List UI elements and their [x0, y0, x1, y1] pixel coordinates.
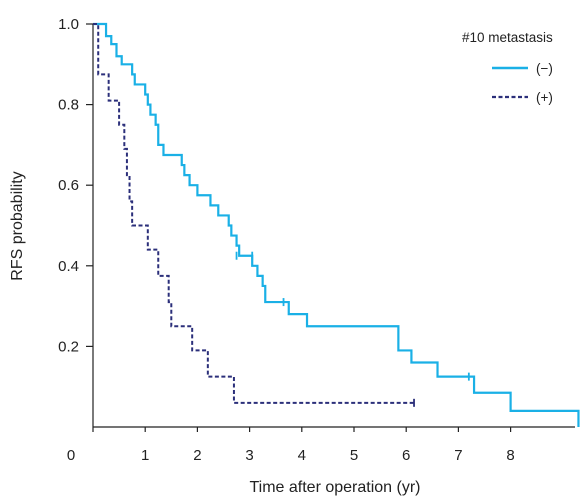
y-axis-title: RFS probability [9, 171, 26, 280]
y-tick-label: 1.0 [58, 16, 79, 33]
legend-label-positive: (+) [536, 90, 553, 105]
x-tick-label: 5 [350, 447, 358, 464]
legend-label-negative: (−) [536, 61, 553, 76]
x-axis-title: Time after operation (yr) [249, 479, 420, 496]
y-tick-label: 0.8 [58, 97, 79, 114]
curve-negative [93, 22, 580, 427]
x-tick-label: 6 [402, 447, 410, 464]
x-tick-label: 7 [454, 447, 462, 464]
legend-title: #10 metastasis [462, 30, 553, 45]
axes [92, 24, 575, 428]
x-tick-label: 1 [141, 447, 149, 464]
y-tick-label: 0.4 [58, 258, 79, 275]
y-tick-group: 0.2 0.4 0.6 0.8 1.0 [58, 16, 93, 355]
y-tick-label: 0.2 [58, 338, 79, 355]
x-tick-group: 0 1 2 3 4 5 6 7 8 [67, 427, 515, 464]
legend: #10 metastasis (−) (+) [462, 30, 553, 105]
curve-positive [93, 23, 415, 404]
x-tick-label: 0 [67, 447, 75, 464]
x-tick-label: 2 [193, 447, 201, 464]
x-tick-label: 4 [298, 447, 306, 464]
y-tick-label: 0.6 [58, 177, 79, 194]
x-tick-label: 8 [506, 447, 514, 464]
x-tick-label: 3 [245, 447, 253, 464]
survival-curves [93, 22, 580, 427]
